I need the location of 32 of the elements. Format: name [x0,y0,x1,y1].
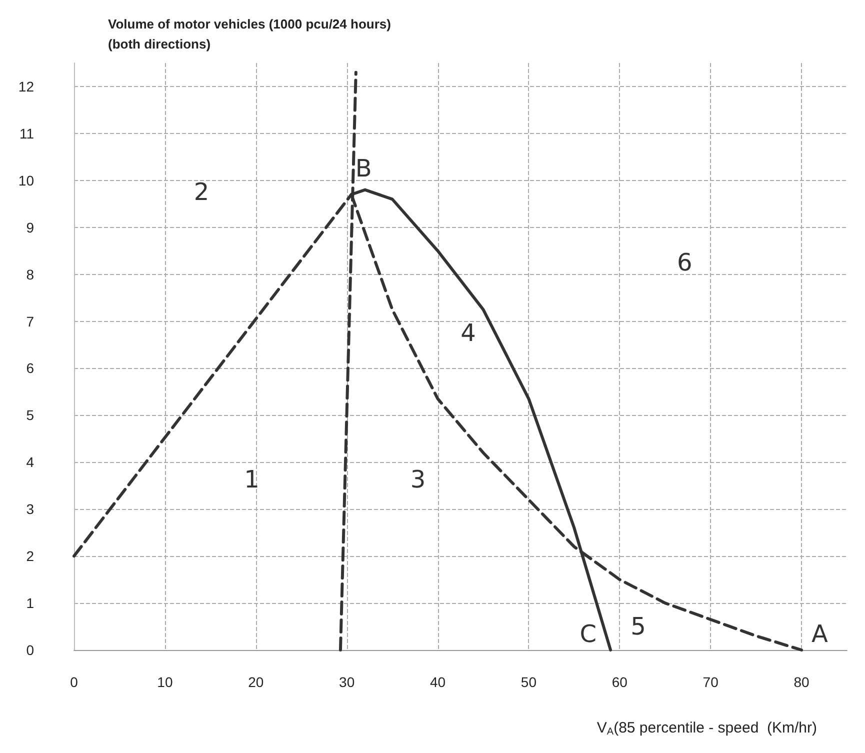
y-tick-label: 7 [26,313,34,330]
x-tick-label: 80 [794,674,810,690]
y-tick-label: 9 [26,219,34,236]
annotation: C [580,620,597,648]
y-tick-label: 5 [26,407,34,424]
annotation: 4 [460,318,476,347]
annotation: B [355,154,372,182]
x-tick-label: 20 [248,674,264,690]
y-tick-label: 11 [19,125,34,142]
y-axis-title: Volume of motor vehicles (1000 pcu/24 hours) (both directions) [108,16,391,52]
annotation: 2 [194,178,210,206]
y-tick-label: 6 [26,360,34,376]
annotation: 3 [410,466,426,494]
annotation: A [812,620,829,648]
x-tick-label: 70 [702,674,719,690]
annotation: 1 [244,466,260,494]
x-tick-label: 60 [612,674,628,690]
x-tick-label: 50 [520,674,537,690]
y-tick-label: 3 [26,501,34,518]
x-tick-label: 30 [339,674,355,690]
x-tick-label: 0 [70,674,78,690]
y-tick-label: 0 [26,642,34,658]
annotation: 5 [630,612,646,640]
y-tick-label: 10 [18,172,34,188]
y-tick-label: 8 [26,266,34,282]
y-tick-label: 1 [26,595,34,612]
y-tick-label: 4 [26,454,34,470]
y-tick-label: 2 [26,548,34,564]
y-tick-label: 12 [18,78,34,94]
x-tick-label: 10 [157,674,173,690]
x-tick-label: 40 [430,674,446,690]
annotation: 6 [677,248,692,276]
